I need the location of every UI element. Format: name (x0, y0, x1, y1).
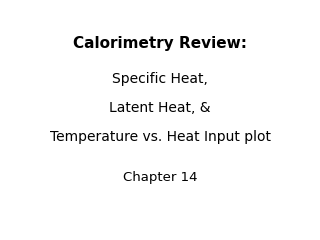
Text: Specific Heat,: Specific Heat, (112, 72, 208, 86)
Text: Calorimetry Review:: Calorimetry Review: (73, 36, 247, 51)
Text: Latent Heat, &: Latent Heat, & (109, 101, 211, 115)
Text: Chapter 14: Chapter 14 (123, 171, 197, 184)
Text: Temperature vs. Heat Input plot: Temperature vs. Heat Input plot (50, 130, 270, 144)
